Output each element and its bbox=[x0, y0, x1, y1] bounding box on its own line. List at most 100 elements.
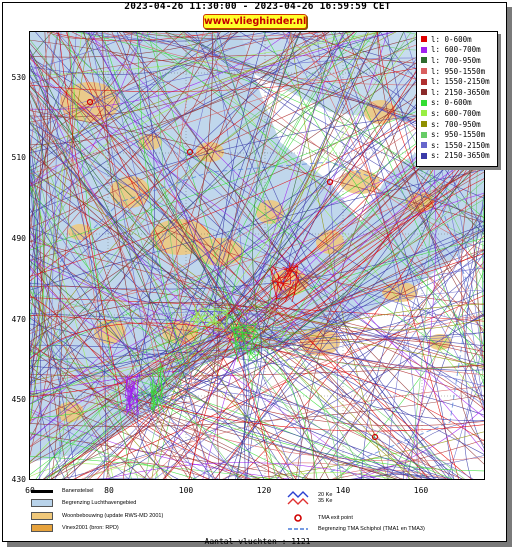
legend-swatch bbox=[421, 131, 427, 138]
flight-track bbox=[30, 287, 112, 479]
y-tick-label: 450 bbox=[11, 395, 26, 404]
legend-label: s: 700-950m bbox=[431, 119, 481, 129]
flight-track bbox=[104, 462, 381, 479]
flight-track bbox=[30, 313, 484, 346]
flight-track bbox=[30, 136, 39, 353]
tma-exit-point bbox=[86, 98, 94, 106]
flight-track bbox=[30, 32, 91, 427]
flight-track bbox=[46, 229, 484, 479]
flight-track bbox=[249, 334, 260, 354]
legend-swatch bbox=[421, 57, 427, 64]
flight-track bbox=[387, 190, 484, 479]
flight-track bbox=[30, 365, 108, 479]
flight-track bbox=[256, 350, 261, 356]
flight-track bbox=[30, 170, 196, 479]
flight-track bbox=[338, 269, 484, 479]
flight-track bbox=[30, 32, 441, 188]
flight-track bbox=[284, 281, 295, 303]
flight-track bbox=[253, 349, 364, 479]
flight-track bbox=[223, 314, 229, 317]
flight-track bbox=[274, 253, 484, 327]
flight-track bbox=[102, 32, 250, 326]
flight-track bbox=[30, 85, 472, 479]
flight-track bbox=[252, 32, 302, 323]
flight-track bbox=[196, 310, 230, 324]
flight-track bbox=[284, 274, 296, 283]
flight-track bbox=[30, 32, 381, 151]
airport-area-region bbox=[170, 32, 484, 122]
flight-track bbox=[175, 387, 474, 479]
flight-track bbox=[30, 32, 356, 282]
flight-track bbox=[30, 291, 148, 479]
flight-track bbox=[30, 259, 242, 344]
flight-track bbox=[294, 271, 301, 285]
flight-track bbox=[30, 32, 395, 217]
flight-track bbox=[30, 49, 220, 337]
legend-item: l: 1550-2150m bbox=[421, 76, 497, 87]
legend-label: s: 2150-3650m bbox=[431, 151, 490, 161]
flight-track bbox=[234, 334, 249, 337]
flight-track bbox=[123, 401, 191, 479]
flight-track bbox=[30, 323, 401, 479]
flight-track bbox=[279, 263, 298, 290]
flight-track bbox=[264, 472, 394, 479]
flight-track bbox=[231, 329, 248, 351]
legend-item: l: 700-950m bbox=[421, 55, 497, 66]
residential-area bbox=[56, 402, 84, 422]
flight-track-map[interactable] bbox=[29, 31, 485, 480]
flight-track bbox=[155, 390, 163, 401]
contour-35-label: 35 Ke bbox=[318, 498, 333, 504]
flight-track bbox=[190, 312, 201, 322]
flight-track bbox=[232, 322, 239, 362]
flight-track bbox=[236, 138, 484, 479]
flight-track bbox=[146, 32, 277, 479]
map-key-item: Begrenzing Luchthavengebied bbox=[31, 499, 136, 507]
flight-track bbox=[30, 39, 182, 387]
flight-track bbox=[90, 32, 249, 321]
legend-label: l: 600-700m bbox=[431, 45, 481, 55]
y-tick-label: 470 bbox=[11, 315, 26, 324]
flight-track bbox=[251, 343, 260, 354]
flight-track bbox=[30, 237, 484, 405]
flight-track bbox=[200, 302, 219, 328]
flight-track bbox=[30, 32, 83, 368]
flight-track bbox=[30, 32, 152, 294]
flight-track bbox=[74, 462, 211, 479]
noise-contour-icon bbox=[287, 491, 309, 505]
flight-track bbox=[30, 32, 397, 355]
flight-track bbox=[68, 395, 191, 479]
flight-count: Aantal vluchten : 1121 bbox=[204, 537, 311, 546]
flight-track bbox=[259, 337, 447, 479]
flight-track bbox=[30, 345, 66, 479]
map-key: Banenstelsel Begrenzing Luchthavengebied… bbox=[29, 484, 485, 542]
flight-track bbox=[482, 187, 484, 364]
flight-track bbox=[30, 122, 277, 338]
residential-area bbox=[256, 200, 284, 224]
site-badge[interactable]: www.vlieghinder.nl bbox=[203, 14, 307, 29]
flight-track bbox=[155, 32, 377, 479]
map-key-item: Vinex2001 (bron: RPD) bbox=[31, 524, 119, 532]
flight-track bbox=[126, 373, 134, 380]
flight-track bbox=[349, 455, 484, 479]
flight-track bbox=[30, 32, 460, 332]
flight-track bbox=[150, 383, 153, 386]
flight-track bbox=[30, 376, 405, 479]
flight-track bbox=[30, 182, 243, 312]
flight-track bbox=[125, 408, 129, 416]
flight-track bbox=[247, 326, 484, 368]
legend-swatch bbox=[421, 110, 427, 117]
flight-track bbox=[56, 32, 251, 340]
map-grid-layer bbox=[30, 32, 484, 479]
flight-track bbox=[35, 32, 484, 397]
flight-track bbox=[125, 395, 129, 411]
legend-item: s: 0-600m bbox=[421, 98, 497, 109]
flight-track bbox=[49, 32, 484, 377]
residential-area bbox=[428, 334, 452, 350]
legend-swatch bbox=[421, 78, 427, 85]
flight-track bbox=[189, 317, 198, 323]
flight-track bbox=[46, 386, 157, 479]
flight-track bbox=[264, 350, 484, 422]
flight-track bbox=[179, 385, 198, 479]
flight-track bbox=[244, 312, 484, 339]
flight-track bbox=[214, 329, 222, 331]
